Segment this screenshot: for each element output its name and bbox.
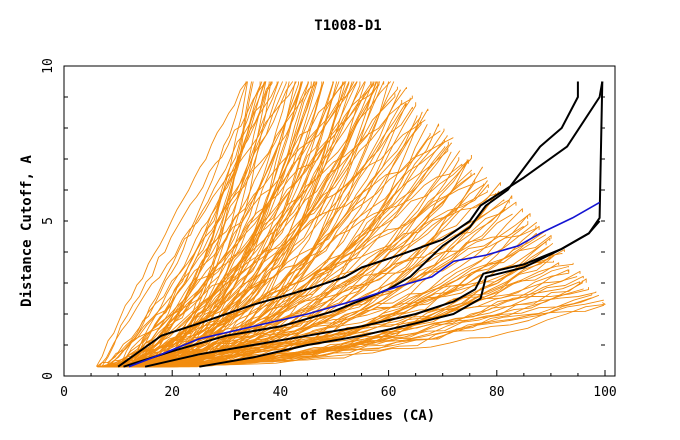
model-curve	[96, 81, 248, 368]
reference-curve-group	[128, 201, 600, 368]
x-tick-label: 80	[489, 385, 505, 400]
model-curve	[120, 81, 273, 366]
x-tick-label: 40	[273, 385, 289, 400]
model-curve	[137, 184, 489, 366]
model-curve	[101, 302, 606, 368]
model-curve	[129, 293, 593, 368]
highlight-curve	[199, 220, 601, 368]
model-curve	[137, 276, 578, 366]
x-axis-ticks: 0 20 40 60 80 100	[60, 370, 617, 400]
model-curve	[135, 119, 426, 367]
model-curve	[121, 201, 517, 368]
highlight-curve	[123, 81, 579, 368]
model-curve	[115, 81, 309, 368]
model-curve	[119, 95, 413, 366]
model-curve	[123, 81, 355, 365]
model-curve	[99, 287, 589, 368]
y-tick-label: 10	[41, 58, 56, 74]
model-curve	[122, 81, 375, 368]
highlight-curve	[117, 81, 604, 368]
x-tick-label: 60	[381, 385, 397, 400]
model-curve	[125, 252, 563, 367]
model-curve	[113, 260, 554, 367]
y-axis-ticks: 0 5 10	[41, 58, 605, 380]
model-curve	[108, 81, 358, 368]
model-curve	[125, 81, 278, 367]
model-curve	[120, 177, 487, 366]
model-curves-group	[96, 81, 606, 368]
model-curve	[96, 81, 247, 367]
model-curve	[120, 81, 358, 365]
y-tick-label: 5	[41, 217, 56, 225]
model-curve	[136, 139, 446, 366]
model-curve	[97, 87, 407, 368]
y-axis-label: Distance Cutoff, A	[19, 155, 35, 307]
model-curve	[116, 81, 380, 367]
x-axis-label: Percent of Residues (CA)	[233, 408, 435, 424]
model-curve	[116, 106, 413, 367]
model-curve	[132, 81, 350, 365]
model-curve	[100, 81, 261, 368]
model-curve	[101, 81, 267, 367]
x-tick-label: 20	[164, 385, 180, 400]
x-tick-label: 100	[593, 385, 616, 400]
model-curve	[116, 304, 605, 368]
model-curve	[115, 226, 524, 368]
reference-curve	[128, 201, 600, 368]
model-curve	[134, 148, 449, 368]
model-curve	[106, 81, 318, 364]
model-curve	[106, 81, 347, 366]
model-curve	[105, 137, 454, 368]
model-curve	[98, 81, 297, 367]
model-curve	[137, 297, 592, 368]
model-curve	[131, 191, 505, 368]
x-tick-label: 0	[60, 385, 68, 400]
y-tick-label: 0	[41, 372, 56, 380]
highlight-curves-group	[117, 81, 604, 368]
chart-title: T1008-D1	[314, 18, 381, 34]
model-curve	[120, 81, 375, 366]
model-curve	[100, 81, 366, 368]
model-curve	[116, 81, 392, 365]
model-curve	[111, 81, 287, 367]
model-curve	[112, 81, 284, 368]
